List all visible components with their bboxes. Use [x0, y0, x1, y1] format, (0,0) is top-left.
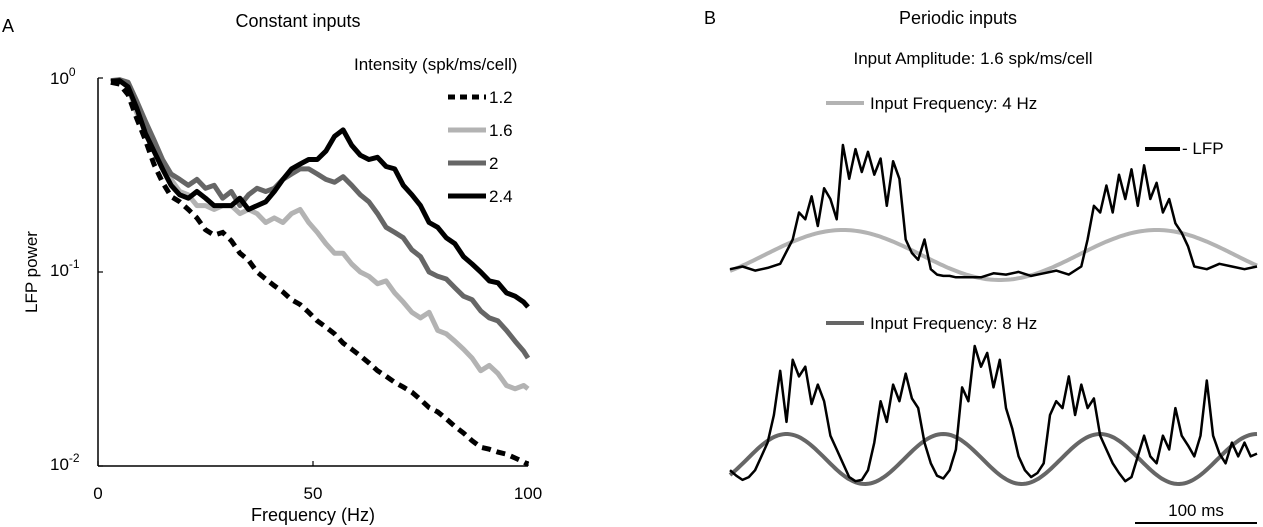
lfp-trace-8hz: [729, 344, 1258, 483]
x-tick-label-100: 100: [514, 484, 542, 503]
input-sine-8hz: [728, 431, 1258, 487]
panel-a-x-tick-labels: 0 50 100: [93, 484, 542, 503]
panel-b-letter: B: [704, 8, 716, 28]
lfp-trace-4hz: [729, 143, 1258, 279]
panel-a: A Constant inputs 100 10-1 10-2 0 50 100…: [2, 11, 542, 525]
panel-a-plot-area: [97, 77, 529, 467]
x-tick-label-0: 0: [93, 484, 102, 503]
panel-b: B Periodic inputs Input Amplitude: 1.6 s…: [704, 8, 1258, 524]
panel-b-subtitle: Input Amplitude: 1.6 spk/ms/cell: [853, 49, 1092, 68]
scale-bar: 100 ms: [1135, 501, 1257, 524]
panel-a-series-lines: [110, 77, 531, 467]
panel-b-title: Periodic inputs: [899, 8, 1017, 28]
legend-8hz: Input Frequency: 8 Hz: [826, 314, 1037, 333]
y-tick-label-0-1: 10-1: [50, 257, 80, 280]
y-tick-label-1: 100: [50, 65, 76, 88]
series-line-2-4: [110, 78, 530, 309]
x-axis-label: Frequency (Hz): [251, 505, 375, 525]
x-tick-label-50: 50: [304, 484, 323, 503]
legend-label-4hz: Input Frequency: 4 Hz: [870, 94, 1037, 113]
legend-items: 1.2 1.6 2 2.4: [448, 88, 513, 206]
legend-label-lfp: - LFP: [1182, 139, 1224, 158]
legend-label-2-4: 2.4: [489, 187, 513, 206]
panel-a-letter: A: [2, 16, 14, 36]
legend-title: Intensity (spk/ms/cell): [354, 55, 517, 74]
panel-a-title: Constant inputs: [235, 11, 360, 31]
y-tick-label-0-01: 10-2: [50, 451, 80, 474]
input-sine-4hz: [729, 228, 1258, 282]
panel-a-legend: Intensity (spk/ms/cell) 1.2 1.6 2 2.4: [354, 55, 517, 206]
panel-b-traces: [728, 143, 1258, 487]
series-line-1-6: [110, 77, 530, 392]
legend-label-8hz: Input Frequency: 8 Hz: [870, 314, 1037, 333]
y-axis-label: LFP power: [22, 231, 41, 313]
series-line-2: [110, 77, 531, 360]
legend-label-2: 2: [489, 154, 498, 173]
series-line-1-2: [110, 79, 530, 467]
panel-a-y-tick-labels: 100 10-1 10-2: [50, 65, 80, 474]
legend-label-1-6: 1.6: [489, 121, 513, 140]
legend-4hz: Input Frequency: 4 Hz: [826, 94, 1037, 113]
legend-label-1-2: 1.2: [489, 88, 513, 107]
scale-bar-label: 100 ms: [1168, 501, 1224, 520]
legend-lfp: - LFP: [1145, 139, 1224, 158]
